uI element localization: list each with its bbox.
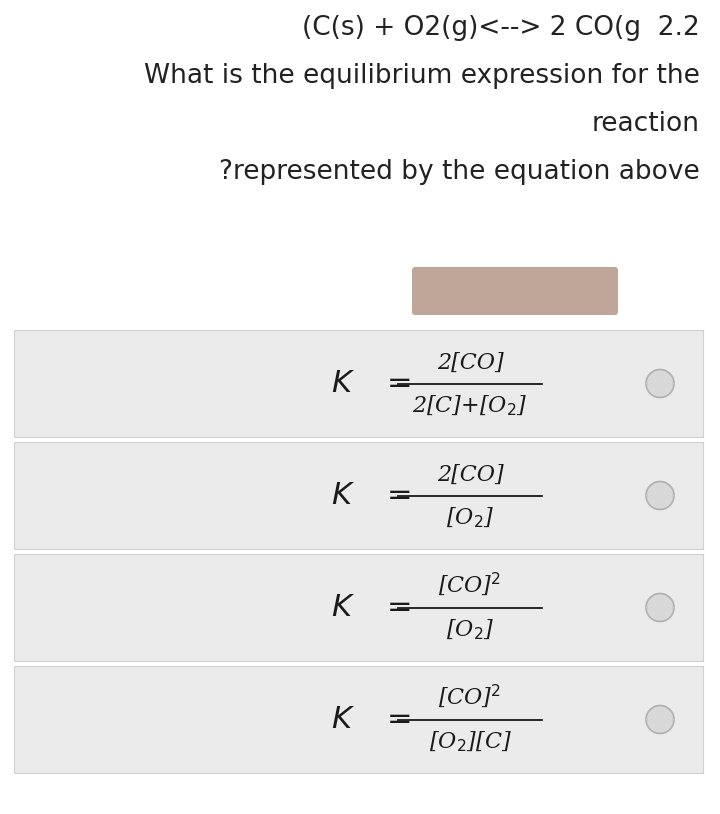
- Text: $\mathit{K}$: $\mathit{K}$: [331, 593, 355, 622]
- FancyBboxPatch shape: [412, 267, 618, 315]
- Text: [CO]$^2$: [CO]$^2$: [438, 682, 502, 710]
- Circle shape: [646, 706, 674, 733]
- Circle shape: [646, 370, 674, 397]
- Text: 2[CO]: 2[CO]: [437, 463, 503, 485]
- Text: ?represented by the equation above: ?represented by the equation above: [220, 159, 700, 185]
- Text: =: =: [387, 369, 413, 398]
- Text: What is the equilibrium expression for the: What is the equilibrium expression for t…: [144, 63, 700, 89]
- Text: [O$_2$]: [O$_2$]: [446, 505, 494, 530]
- Text: =: =: [387, 481, 413, 510]
- Text: =: =: [387, 593, 413, 622]
- FancyBboxPatch shape: [14, 554, 703, 661]
- Text: [CO]$^2$: [CO]$^2$: [438, 570, 502, 597]
- Text: [O$_2$]: [O$_2$]: [446, 618, 494, 641]
- Text: $\mathit{K}$: $\mathit{K}$: [331, 705, 355, 734]
- Circle shape: [646, 482, 674, 510]
- Text: 2[CO]: 2[CO]: [437, 352, 503, 374]
- Text: [O$_2$][C]: [O$_2$][C]: [428, 729, 511, 754]
- FancyBboxPatch shape: [14, 442, 703, 549]
- Text: =: =: [387, 705, 413, 734]
- Text: reaction: reaction: [592, 111, 700, 137]
- Text: (C(s) + O2(g)<--> 2 CO(g  2.2: (C(s) + O2(g)<--> 2 CO(g 2.2: [302, 15, 700, 41]
- FancyBboxPatch shape: [14, 330, 703, 437]
- Text: $\mathit{K}$: $\mathit{K}$: [331, 369, 355, 398]
- Text: $\mathit{K}$: $\mathit{K}$: [331, 481, 355, 510]
- FancyBboxPatch shape: [14, 666, 703, 773]
- Circle shape: [646, 593, 674, 622]
- Text: 2[C]+[O$_2$]: 2[C]+[O$_2$]: [412, 393, 528, 418]
